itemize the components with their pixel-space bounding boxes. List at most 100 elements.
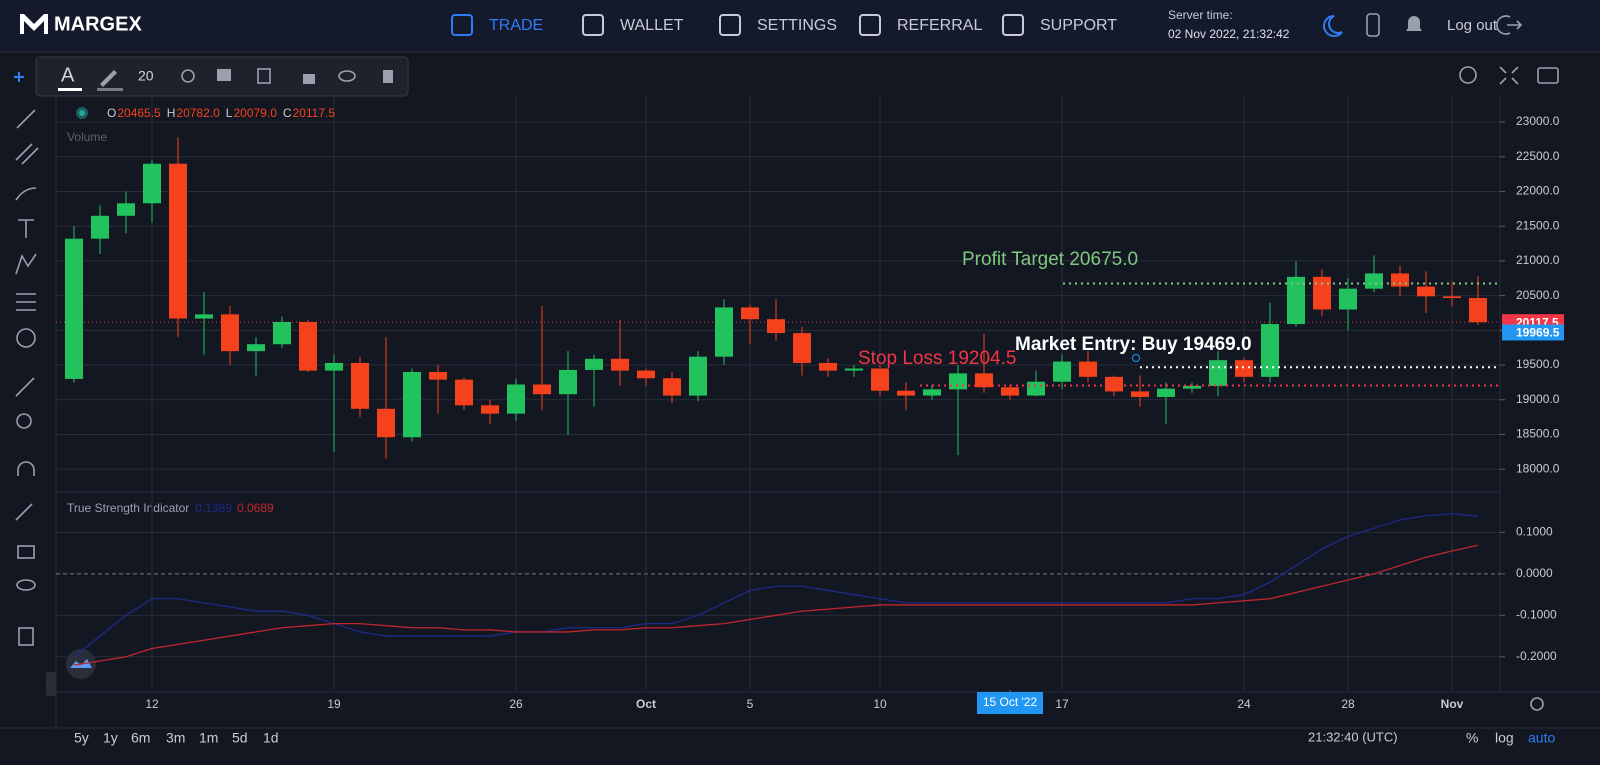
visibility-tool[interactable] [338, 70, 356, 82]
volume-label: Volume [67, 130, 107, 144]
nav-item[interactable]: SUPPORT [1040, 17, 1117, 34]
nav-icon[interactable] [582, 14, 604, 36]
mobile-icon[interactable] [1366, 13, 1380, 37]
candle-body [1235, 360, 1253, 377]
candle-body [143, 163, 161, 204]
legend-value: 20079.0 [233, 106, 277, 120]
candle-body [299, 322, 317, 371]
grid [56, 95, 1500, 690]
timeframe[interactable]: 3m [166, 730, 185, 746]
y-tick-label: 19500.0 [1516, 357, 1560, 371]
axis-settings[interactable] [1530, 697, 1544, 711]
scale-option[interactable]: auto [1528, 730, 1555, 746]
pen-tool[interactable] [100, 70, 117, 87]
candle-body [1001, 387, 1019, 396]
candle-body [845, 368, 863, 371]
timeframe[interactable]: 6m [131, 730, 150, 746]
candle-body [1391, 273, 1409, 287]
crosshair-box [977, 692, 1043, 714]
timeframe[interactable]: 1m [199, 730, 218, 746]
candle-body [117, 203, 135, 216]
candle-body [429, 371, 447, 380]
delete-tool[interactable] [383, 70, 393, 83]
font-size[interactable]: 20 [138, 68, 154, 84]
legend-value: 20465.5 [117, 106, 161, 120]
pattern-tool[interactable] [15, 253, 37, 275]
text-tool-side[interactable] [18, 219, 34, 238]
candle-body [1287, 276, 1305, 325]
candle-body [741, 307, 759, 320]
candle-body [507, 384, 525, 414]
candle-body [611, 358, 629, 371]
collapse-handle[interactable] [46, 672, 56, 696]
timeframe[interactable]: 1d [263, 730, 279, 746]
clock: 21:32:40 (UTC) [1308, 729, 1398, 744]
screenshot[interactable] [1537, 67, 1559, 84]
timeframe[interactable]: 1y [103, 730, 118, 746]
prediction-tool[interactable] [16, 293, 36, 311]
logout[interactable]: Log out [1447, 17, 1498, 34]
emoji-tool[interactable] [16, 328, 36, 348]
tsi-value: 0.0689 [237, 501, 274, 515]
candle-body [923, 389, 941, 396]
logo[interactable]: MARGEX [54, 13, 142, 35]
logo-icon[interactable] [20, 14, 48, 34]
brush-tool[interactable] [15, 187, 37, 201]
candle-body [1417, 286, 1435, 297]
settings-tool[interactable] [181, 69, 195, 83]
candle-body [559, 369, 577, 395]
entry-handle[interactable] [1132, 354, 1140, 362]
magnet-tool[interactable] [17, 461, 35, 476]
y2-tick-label: -0.1000 [1516, 607, 1557, 621]
text-color[interactable] [58, 88, 82, 91]
fib-tool[interactable] [15, 143, 39, 165]
clone-tool[interactable] [257, 68, 271, 84]
x-tick-label: 10 [873, 697, 887, 711]
y2-tick-label: 0.1000 [1516, 525, 1553, 539]
nav-icon[interactable] [859, 14, 881, 36]
crosshair-tool[interactable] [14, 72, 24, 82]
chart-settings[interactable] [1459, 66, 1477, 84]
notifications-icon[interactable] [1406, 16, 1422, 33]
nav-icon[interactable] [1002, 14, 1024, 36]
nav-item[interactable]: SETTINGS [757, 17, 837, 34]
nav-item[interactable]: TRADE [489, 17, 543, 34]
text-tool[interactable]: A [61, 64, 75, 86]
lock-tool[interactable] [303, 74, 315, 84]
legend-key: O [107, 106, 116, 120]
y-tick-label: 21000.0 [1516, 253, 1560, 267]
layers-tool[interactable] [217, 69, 231, 81]
logout-icon[interactable] [1496, 15, 1523, 35]
hide-tool[interactable] [16, 579, 36, 591]
remove-tool[interactable] [18, 627, 34, 646]
status-dot-core [79, 110, 85, 116]
lock-all-tool[interactable] [17, 545, 35, 559]
candle-body [1313, 276, 1331, 310]
y2-tick-label: 0.0000 [1516, 566, 1553, 580]
server-time: 02 Nov 2022, 21:32:42 [1168, 27, 1290, 41]
level-label: Profit Target 20675.0 [962, 249, 1138, 270]
fullscreen[interactable] [1499, 66, 1519, 85]
y-tick-label: 18500.0 [1516, 427, 1560, 441]
nav-item[interactable]: WALLET [620, 17, 684, 34]
measure-tool[interactable] [15, 377, 35, 397]
nav-icon[interactable] [719, 14, 741, 36]
zoom-tool[interactable] [16, 413, 32, 429]
timeframe[interactable]: 5d [232, 730, 248, 746]
trend-line-tool[interactable] [16, 109, 36, 129]
scale-option[interactable]: % [1466, 730, 1478, 746]
crosshair-label: 15 Oct '22 [983, 695, 1038, 709]
timeframe[interactable]: 5y [74, 730, 89, 746]
scale-option[interactable]: log [1495, 730, 1514, 746]
nav-icon[interactable] [451, 14, 473, 36]
theme-toggle[interactable] [1323, 15, 1343, 37]
x-tick-label: Oct [636, 697, 656, 711]
line-color[interactable] [97, 88, 123, 91]
candle-body [871, 368, 889, 391]
candle-body [1183, 385, 1201, 389]
legend-key: L [226, 106, 233, 120]
stay-drawing-tool[interactable] [15, 503, 33, 521]
server-time-label: Server time: [1168, 8, 1233, 22]
candle-body [1443, 296, 1461, 299]
nav-item[interactable]: REFERRAL [897, 17, 982, 34]
